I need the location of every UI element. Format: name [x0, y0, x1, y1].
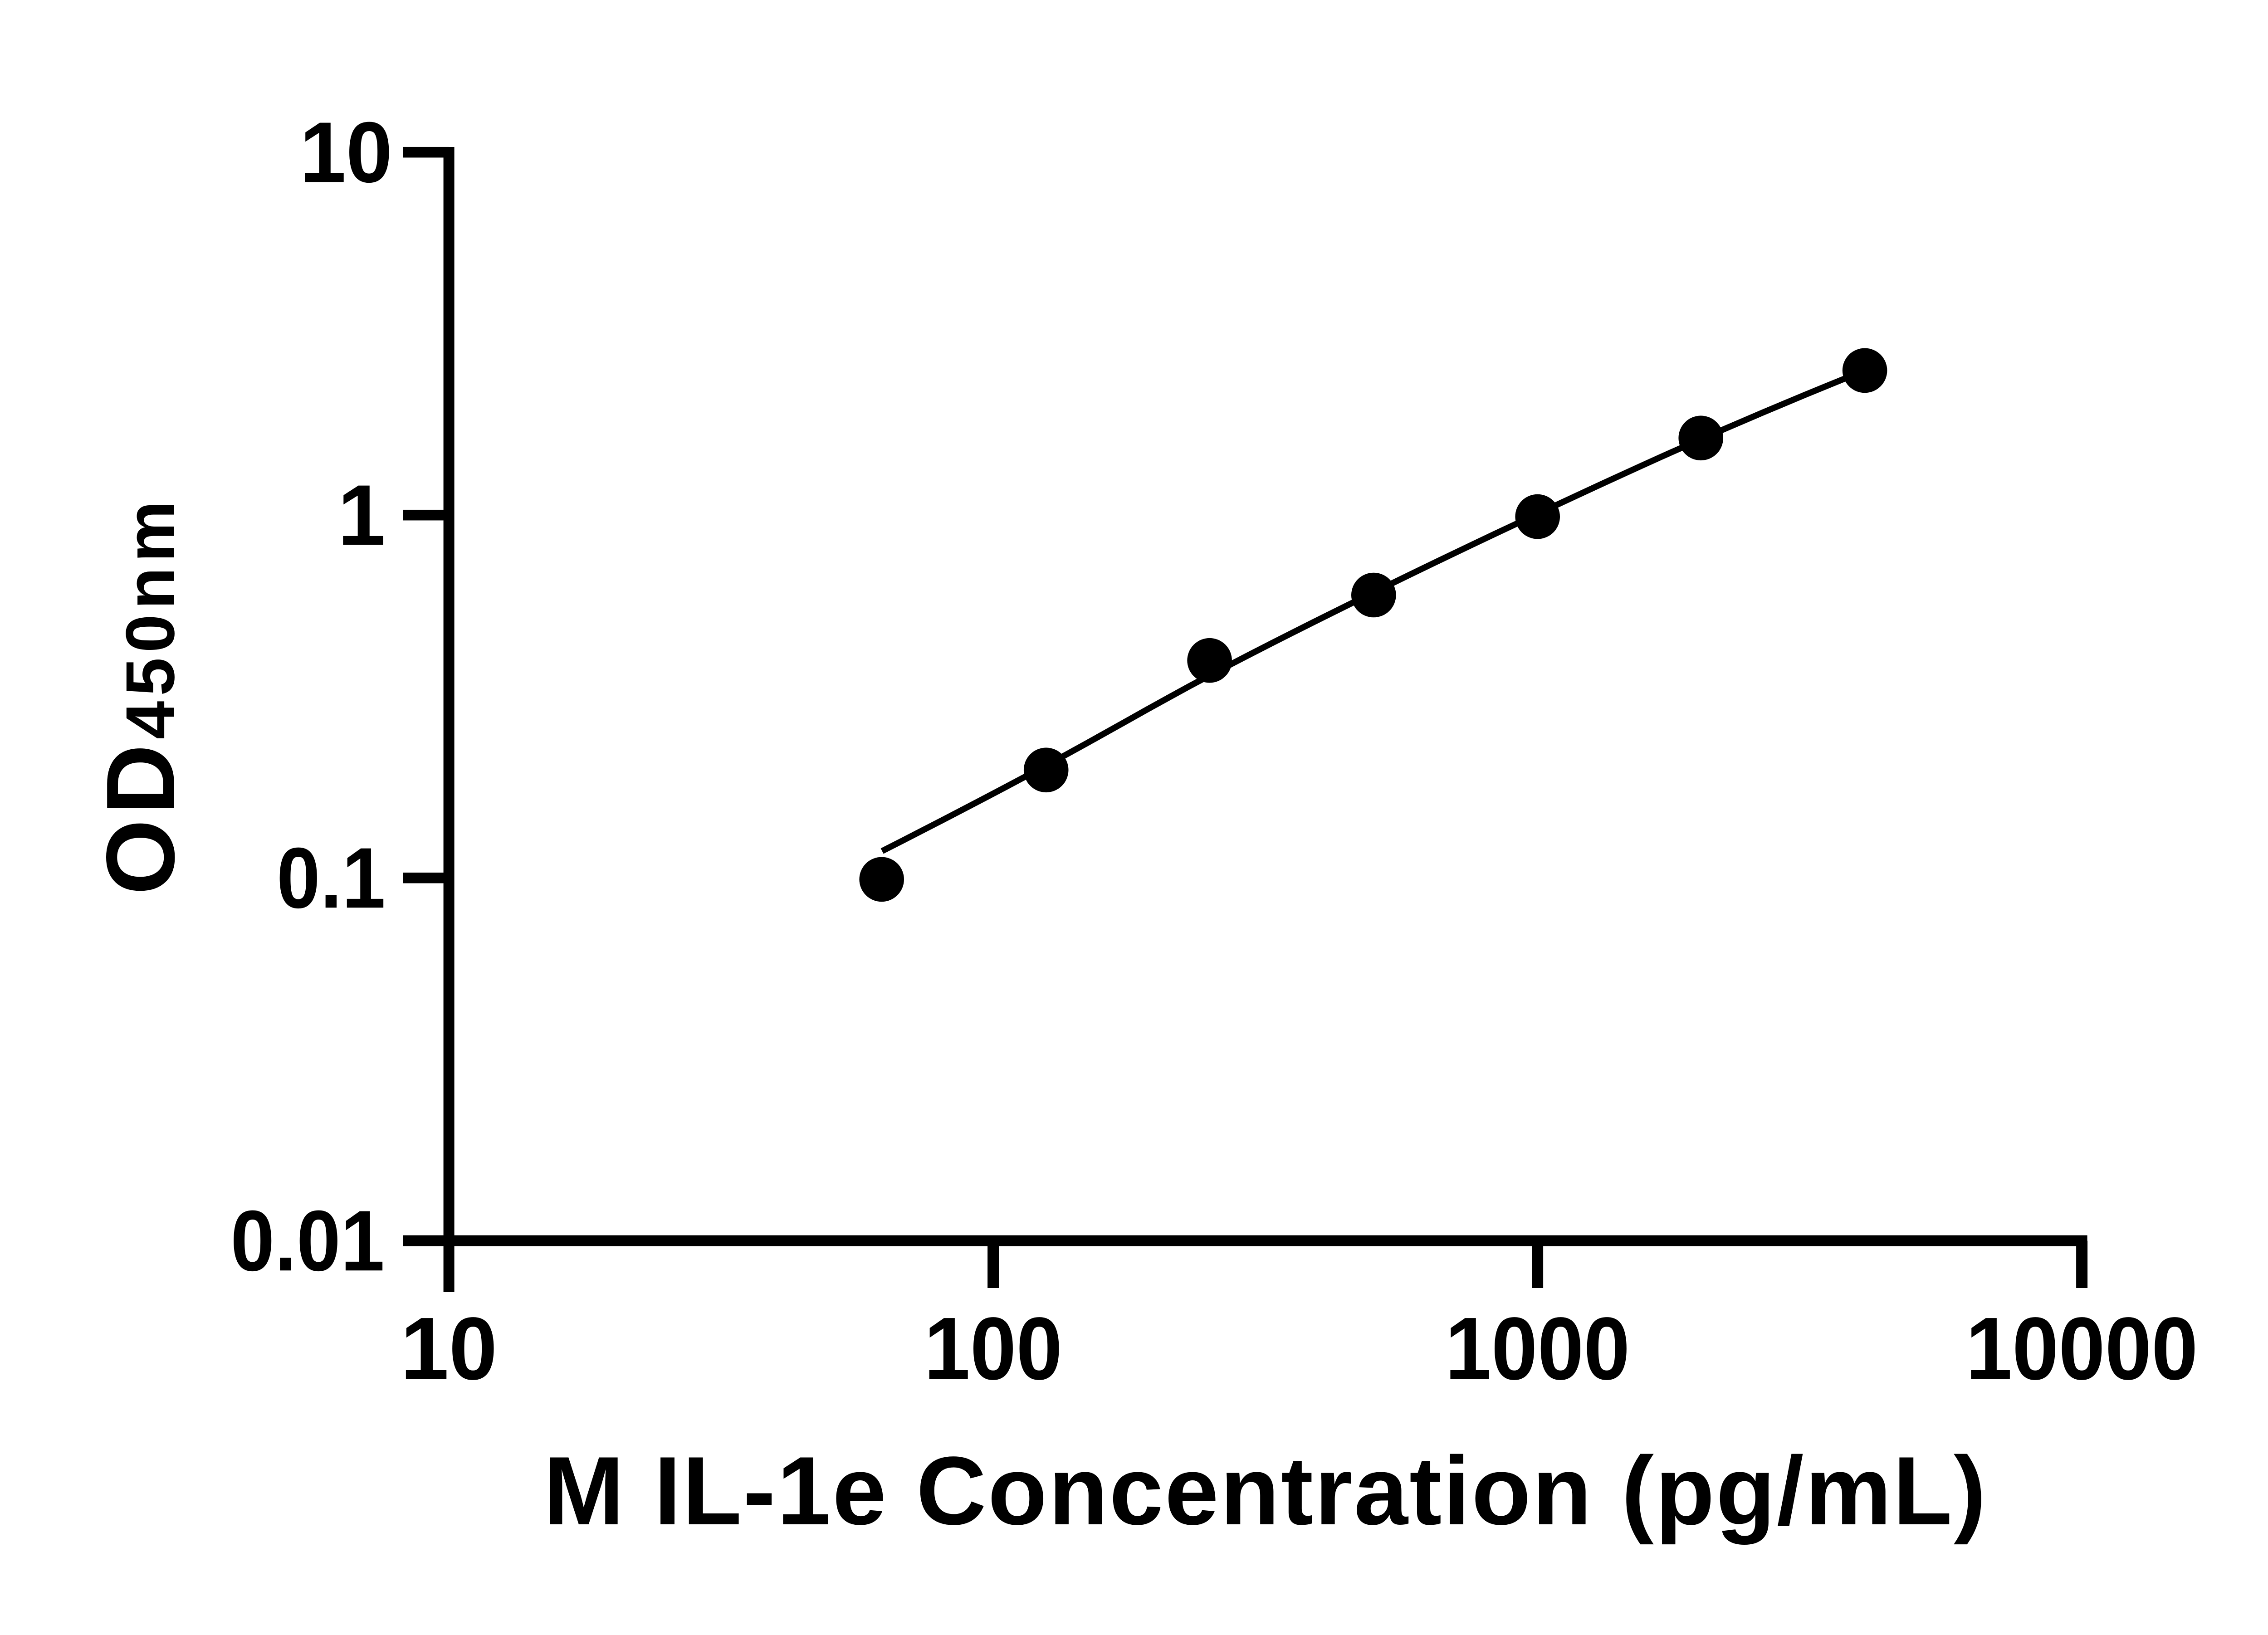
svg-text:1000: 1000 [1445, 1299, 1630, 1398]
svg-text:10: 10 [401, 1299, 498, 1398]
svg-text:1: 1 [337, 467, 386, 563]
svg-text:M IL-1e Concentration (pg/mL): M IL-1e Concentration (pg/mL) [543, 1437, 1988, 1545]
svg-text:0.1: 0.1 [277, 830, 386, 926]
svg-text:10: 10 [300, 104, 392, 200]
svg-text:100: 100 [924, 1299, 1062, 1398]
svg-text:0.01: 0.01 [230, 1193, 385, 1289]
svg-text:10000: 10000 [1966, 1299, 2198, 1398]
